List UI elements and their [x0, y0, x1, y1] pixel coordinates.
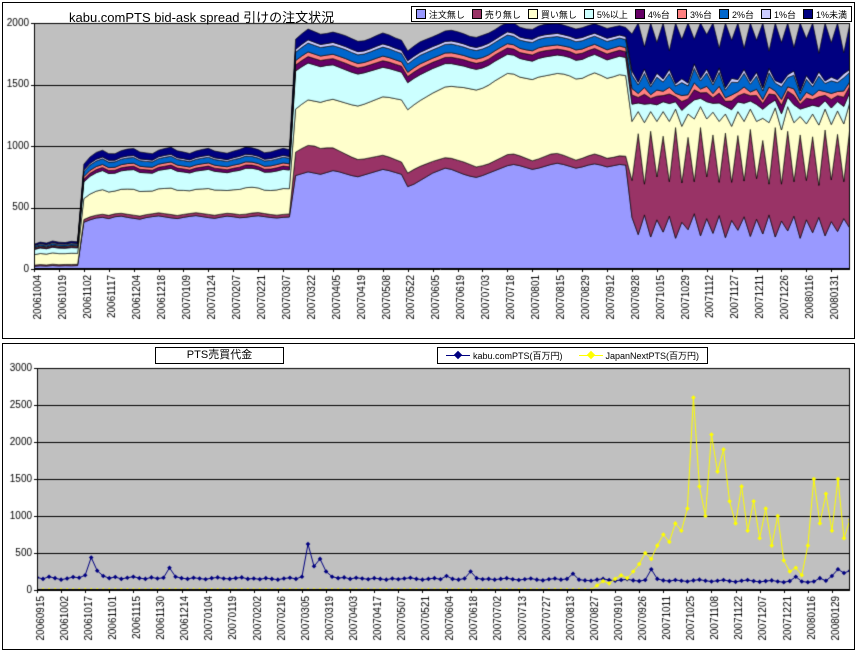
- legend-label: 1%未満: [815, 9, 847, 20]
- top-chart-title: kabu.comPTS bid-ask spread 引けの注文状況: [69, 10, 335, 25]
- legend-label: 2%台: [731, 9, 754, 20]
- bottom-chart-title: PTS売買代金: [155, 347, 284, 364]
- legend-swatch-icon: [718, 9, 729, 19]
- legend-label: 4%台: [647, 9, 670, 20]
- legend-item: 1%台: [760, 8, 796, 21]
- legend-item: 1%未満: [802, 8, 847, 21]
- legend-swatch-icon: [471, 9, 482, 19]
- legend-label: 1%台: [773, 9, 796, 20]
- legend-label: 5%以上: [596, 9, 628, 20]
- legend-item: 注文無し: [415, 8, 465, 21]
- legend-swatch-icon: [676, 9, 687, 19]
- legend-label: kabu.comPTS(百万円): [473, 351, 563, 361]
- legend-swatch-icon: [527, 9, 538, 19]
- legend-swatch-icon: [760, 9, 771, 19]
- top-chart-legend[interactable]: 注文無し 売り無し 買い無し 5%以上 4%台 3%台 2%台 1%台 1%未満: [410, 6, 852, 22]
- legend-item: 4%台: [634, 8, 670, 21]
- legend-swatch-icon: [634, 9, 645, 19]
- legend-label: 売り無し: [484, 9, 521, 20]
- legend-swatch-icon: [802, 9, 813, 19]
- legend-label: 注文無し: [428, 9, 465, 20]
- legend-item: 売り無し: [471, 8, 521, 21]
- legend-label: 3%台: [689, 9, 712, 20]
- legend-swatch-icon: [415, 9, 426, 19]
- legend-item: kabu.comPTS(百万円): [446, 349, 563, 362]
- legend-item: JapanNextPTS(百万円): [578, 349, 700, 362]
- legend-item: 5%以上: [583, 8, 628, 21]
- bottom-chart-canvas: [3, 344, 854, 649]
- bottom-chart-legend[interactable]: kabu.comPTS(百万円) JapanNextPTS(百万円): [437, 347, 709, 364]
- top-chart-canvas: [3, 3, 854, 338]
- legend-line-marker-icon: [578, 350, 603, 360]
- legend-label: JapanNextPTS(百万円): [605, 351, 700, 361]
- legend-item: 買い無し: [527, 8, 577, 21]
- legend-item: 2%台: [718, 8, 754, 21]
- top-chart-panel[interactable]: kabu.comPTS bid-ask spread 引けの注文状況 注文無し 売…: [2, 2, 855, 339]
- legend-label: 買い無し: [540, 9, 577, 20]
- legend-line-marker-icon: [446, 350, 470, 360]
- legend-swatch-icon: [583, 9, 594, 19]
- bottom-chart-panel[interactable]: PTS売買代金 kabu.comPTS(百万円) JapanNextPTS(百万円…: [2, 343, 855, 650]
- legend-item: 3%台: [676, 8, 712, 21]
